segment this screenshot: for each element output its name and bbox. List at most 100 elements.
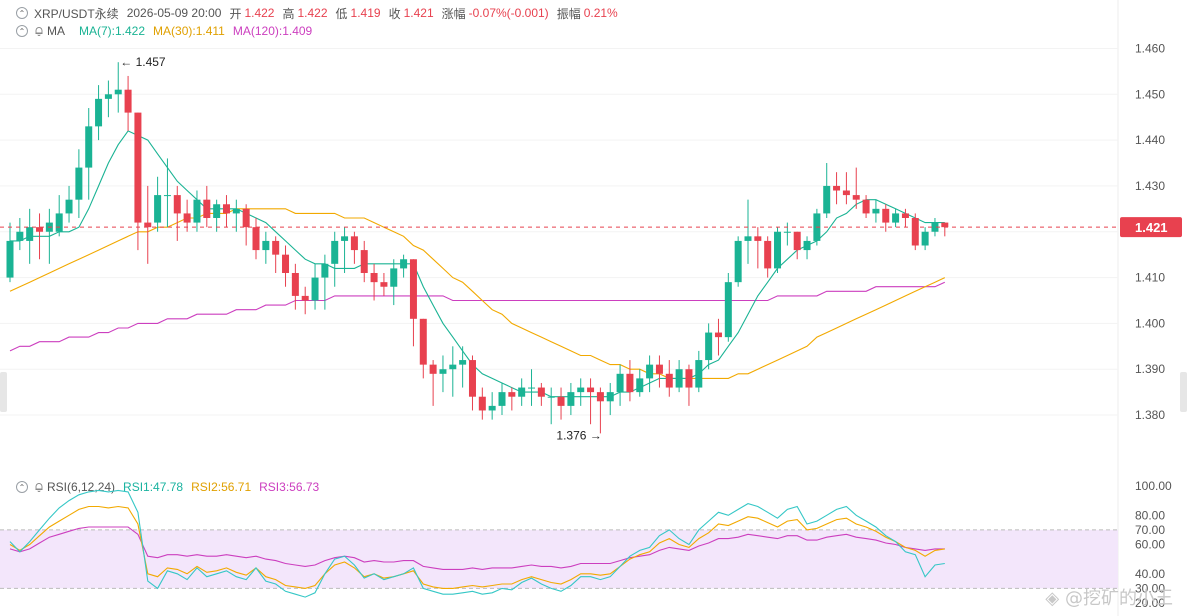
candle[interactable] (764, 236, 772, 278)
candle[interactable] (931, 218, 939, 237)
candle[interactable] (439, 355, 447, 393)
candle[interactable] (921, 227, 929, 251)
candle[interactable] (213, 199, 221, 232)
candle[interactable] (518, 378, 526, 406)
candle[interactable] (508, 387, 516, 411)
candle[interactable] (606, 382, 614, 416)
candle[interactable] (55, 195, 63, 237)
candle[interactable] (685, 364, 693, 406)
candle[interactable] (282, 245, 290, 287)
candle[interactable] (882, 204, 890, 232)
candle[interactable] (144, 185, 152, 264)
candle[interactable] (173, 185, 181, 241)
candle[interactable] (400, 254, 408, 278)
collapse-chevron-icon[interactable]: ⌃ (16, 7, 28, 19)
symbol-label[interactable]: XRP/USDT永续 (34, 6, 119, 21)
candle[interactable] (626, 360, 634, 402)
candle[interactable] (36, 213, 44, 260)
candle[interactable] (193, 190, 201, 232)
ma-collapse-chevron-icon[interactable]: ⌃ (16, 25, 28, 37)
candle[interactable] (370, 263, 378, 301)
candle[interactable] (301, 286, 309, 315)
candle[interactable] (587, 378, 595, 425)
candle[interactable] (272, 236, 280, 273)
candle[interactable] (114, 62, 122, 113)
candle[interactable] (557, 387, 565, 420)
bell-icon[interactable] (34, 26, 44, 36)
rsi-collapse-chevron-icon[interactable]: ⌃ (16, 481, 28, 493)
candle[interactable] (65, 185, 73, 223)
candle[interactable] (291, 263, 299, 310)
candle[interactable] (901, 208, 909, 228)
candle[interactable] (321, 254, 329, 310)
candle[interactable] (341, 227, 349, 273)
candle[interactable] (360, 240, 368, 283)
candle[interactable] (134, 112, 142, 251)
scroll-left-handle[interactable] (0, 372, 7, 412)
candle[interactable] (163, 158, 171, 228)
candle[interactable] (468, 355, 476, 411)
candle[interactable] (459, 346, 467, 388)
candle[interactable] (911, 213, 919, 251)
candle[interactable] (478, 387, 486, 420)
candle[interactable] (793, 231, 801, 260)
rsi-bell-icon[interactable] (34, 482, 44, 492)
candle[interactable] (252, 218, 260, 260)
candle[interactable] (390, 259, 398, 306)
candle[interactable] (744, 199, 752, 264)
candle[interactable] (803, 236, 811, 260)
candle[interactable] (675, 360, 683, 393)
candle[interactable] (429, 360, 437, 406)
candle[interactable] (262, 231, 270, 264)
candle[interactable] (636, 369, 644, 397)
candle[interactable] (596, 387, 604, 434)
candle[interactable] (528, 369, 536, 406)
candle[interactable] (852, 167, 860, 209)
candle[interactable] (724, 272, 732, 342)
candle[interactable] (833, 172, 841, 205)
candle[interactable] (655, 355, 663, 388)
candle[interactable] (941, 222, 949, 237)
candle[interactable] (616, 364, 624, 406)
candle[interactable] (714, 318, 722, 356)
candle[interactable] (242, 204, 250, 246)
scroll-right-handle[interactable] (1180, 372, 1187, 412)
candle[interactable] (488, 392, 496, 420)
candle[interactable] (85, 108, 93, 200)
candle[interactable] (646, 355, 654, 393)
candle[interactable] (350, 231, 358, 264)
candle[interactable] (577, 378, 585, 406)
candle[interactable] (665, 360, 673, 397)
candle[interactable] (842, 172, 850, 205)
candle[interactable] (95, 85, 103, 141)
candle[interactable] (183, 199, 191, 232)
candle[interactable] (547, 387, 555, 425)
ma-label[interactable]: MA (47, 24, 65, 38)
candle[interactable] (774, 227, 782, 273)
candle[interactable] (232, 199, 240, 232)
candle[interactable] (311, 263, 319, 310)
candle[interactable] (695, 350, 703, 393)
candle[interactable] (409, 259, 417, 347)
candle[interactable] (862, 195, 870, 219)
candle[interactable] (449, 346, 457, 397)
candle[interactable] (75, 149, 83, 219)
candle[interactable] (26, 208, 34, 264)
candle[interactable] (537, 382, 545, 406)
candle[interactable] (872, 199, 880, 223)
candle[interactable] (754, 227, 762, 269)
candle[interactable] (823, 163, 831, 219)
candle[interactable] (567, 382, 575, 416)
candle[interactable] (498, 382, 506, 416)
candle[interactable] (783, 222, 791, 246)
candle[interactable] (222, 195, 230, 228)
candle[interactable] (154, 176, 162, 232)
candle[interactable] (705, 323, 713, 370)
candle[interactable] (16, 218, 24, 251)
candle[interactable] (6, 222, 14, 283)
candle[interactable] (380, 272, 388, 296)
candle[interactable] (331, 231, 339, 287)
candle[interactable] (203, 185, 211, 228)
candle[interactable] (104, 80, 112, 118)
